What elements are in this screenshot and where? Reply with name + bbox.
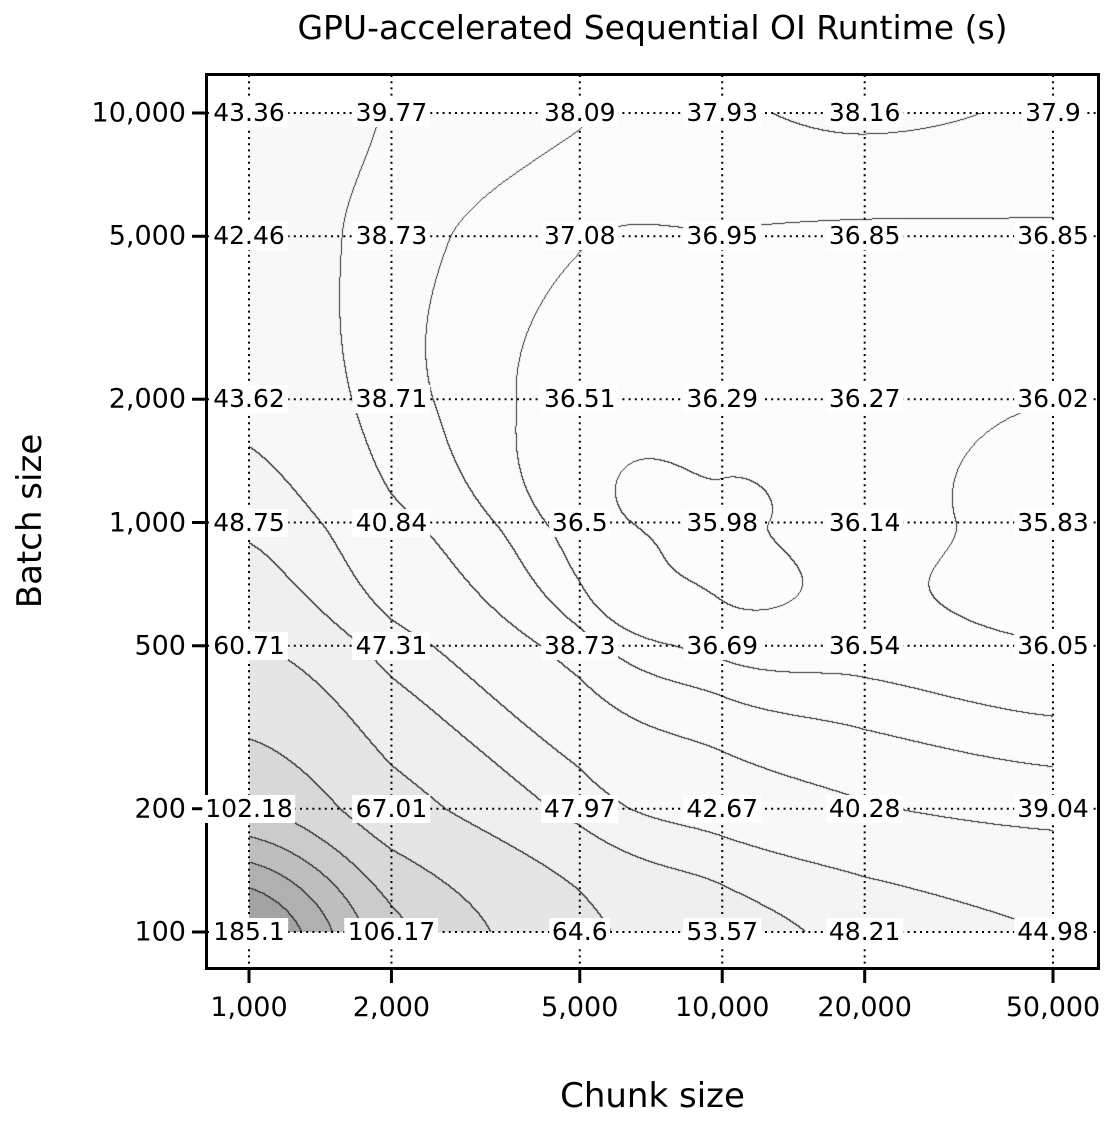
value-label: 36.29 <box>683 385 762 414</box>
x-tick-label: 1,000 <box>210 992 288 1023</box>
value-label: 47.97 <box>540 794 619 823</box>
value-label: 67.01 <box>352 794 431 823</box>
x-tick-label: 10,000 <box>674 992 770 1023</box>
y-tick-label: 10,000 <box>91 97 186 129</box>
y-tick-label: 100 <box>134 916 186 948</box>
value-label: 39.77 <box>352 99 431 127</box>
value-label: 40.84 <box>352 508 431 537</box>
value-label: 43.62 <box>210 385 288 414</box>
value-label: 106.17 <box>344 918 439 946</box>
x-axis-title: Chunk size <box>560 1076 745 1116</box>
value-label: 36.85 <box>1014 222 1092 251</box>
y-tick-label: 2,000 <box>108 383 186 415</box>
value-label: 42.67 <box>683 794 762 823</box>
value-label: 36.95 <box>683 222 762 251</box>
value-label: 44.98 <box>1014 918 1092 946</box>
value-label: 36.02 <box>1014 385 1092 414</box>
value-label: 48.21 <box>825 918 904 946</box>
value-label: 38.73 <box>352 222 431 251</box>
value-label: 36.05 <box>1014 631 1092 660</box>
value-label: 38.09 <box>540 99 619 127</box>
value-label: 38.71 <box>352 385 431 414</box>
value-label: 42.46 <box>210 222 288 251</box>
value-label: 47.31 <box>352 631 431 660</box>
value-label: 36.5 <box>548 508 611 537</box>
chart-title: GPU-accelerated Sequential OI Runtime (s… <box>297 8 1008 47</box>
value-label: 102.18 <box>202 794 296 823</box>
x-tick-label: 50,000 <box>1005 992 1101 1023</box>
value-label: 37.08 <box>540 222 619 251</box>
value-label: 36.85 <box>825 222 904 251</box>
value-label: 36.51 <box>540 385 619 414</box>
value-label: 40.28 <box>825 794 904 823</box>
value-label: 35.83 <box>1014 508 1092 537</box>
value-label: 48.75 <box>210 508 288 537</box>
value-label: 38.16 <box>825 99 904 127</box>
value-label: 36.27 <box>825 385 904 414</box>
value-label: 38.73 <box>540 631 619 660</box>
y-tick-label: 200 <box>134 793 186 825</box>
y-tick-label: 500 <box>134 630 186 662</box>
y-axis-title: Batch size <box>10 433 50 609</box>
y-tick-label: 1,000 <box>108 507 186 538</box>
value-label: 64.6 <box>548 918 611 946</box>
value-label: 53.57 <box>683 918 762 946</box>
value-label: 60.71 <box>210 631 288 660</box>
x-tick-label: 2,000 <box>352 992 431 1023</box>
y-tick-label: 5,000 <box>108 220 186 252</box>
x-tick-label: 20,000 <box>817 992 912 1023</box>
value-label: 185.1 <box>210 918 288 946</box>
value-label: 39.04 <box>1014 794 1092 823</box>
value-label: 37.9 <box>1022 99 1084 127</box>
value-label: 43.36 <box>210 99 288 127</box>
value-label: 35.98 <box>683 508 762 537</box>
value-label: 36.14 <box>825 508 904 537</box>
value-label: 36.69 <box>683 631 762 660</box>
x-tick-label: 5,000 <box>541 992 619 1023</box>
value-label: 36.54 <box>825 631 904 660</box>
value-label: 37.93 <box>683 99 762 127</box>
